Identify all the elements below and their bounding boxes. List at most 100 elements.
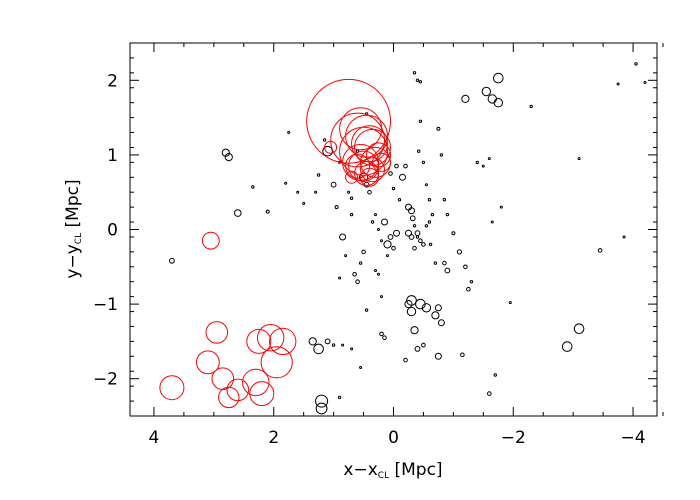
black-galaxy-point-44 — [417, 149, 421, 153]
black-galaxy-point-84 — [414, 346, 421, 352]
black-galaxy-point-126 — [388, 171, 393, 176]
black-galaxy-point-127 — [394, 163, 399, 169]
red-galaxy-point-18 — [201, 231, 220, 250]
black-galaxy-point-80 — [406, 306, 417, 317]
black-galaxy-point-32 — [383, 240, 392, 249]
x-axis-ticks: 4 2 0 −2 −4 — [149, 43, 664, 448]
black-galaxy-point-86 — [403, 357, 408, 363]
black-galaxy-point-105 — [412, 71, 417, 75]
x-tick-label-2: 0 — [388, 428, 399, 448]
black-galaxy-point-125 — [391, 186, 396, 191]
black-galaxy-point-13 — [334, 205, 339, 210]
black-galaxy-point-54 — [412, 245, 417, 251]
x-axis-title: x−xCL [Mpc] — [343, 460, 442, 481]
plot-frame — [129, 42, 658, 417]
red-galaxy-point-30 — [246, 328, 272, 354]
black-galaxy-point-56 — [418, 238, 423, 243]
black-galaxy-point-36 — [397, 198, 402, 202]
black-galaxy-point-23 — [364, 308, 369, 312]
x-tick-label-3: −2 — [501, 428, 526, 448]
black-galaxy-point-131 — [338, 276, 342, 280]
black-galaxy-point-29 — [377, 228, 380, 231]
black-galaxy-point-15 — [339, 233, 347, 241]
red-galaxy-point-14 — [360, 167, 379, 187]
black-galaxy-point-101 — [337, 395, 342, 400]
black-galaxy-point-78 — [434, 304, 442, 312]
red-galaxy-point-4 — [339, 107, 383, 151]
black-galaxy-point-4 — [251, 185, 255, 189]
black-galaxy-point-2 — [224, 153, 233, 162]
black-galaxy-point-28 — [374, 213, 377, 217]
black-galaxy-point-35 — [393, 229, 400, 237]
black-galaxy-point-115 — [597, 248, 603, 253]
black-galaxy-point-64 — [451, 231, 456, 236]
black-galaxy-point-12 — [330, 181, 337, 188]
black-galaxy-point-48 — [427, 198, 432, 202]
data-marks — [159, 62, 647, 415]
x-tick-label-1: 2 — [268, 428, 279, 448]
black-galaxy-point-90 — [442, 260, 447, 266]
black-galaxy-point-82 — [410, 326, 419, 335]
black-galaxy-point-27 — [370, 220, 375, 224]
black-galaxy-point-112 — [493, 72, 504, 84]
black-galaxy-point-100 — [315, 402, 328, 415]
black-galaxy-point-124 — [386, 254, 389, 258]
x-axis-title-sub: CL — [378, 471, 389, 481]
y-axis-title-unit: [Mpc] — [63, 179, 83, 232]
red-galaxy-point-26 — [249, 381, 275, 407]
black-galaxy-point-41 — [409, 215, 416, 222]
black-galaxy-point-71 — [487, 157, 491, 161]
black-galaxy-point-0 — [169, 257, 175, 264]
black-galaxy-point-63 — [445, 212, 450, 217]
black-galaxy-point-46 — [421, 160, 426, 165]
black-galaxy-point-88 — [382, 335, 387, 341]
black-galaxy-point-52 — [408, 234, 415, 240]
black-galaxy-point-38 — [403, 163, 408, 169]
x-axis-title-main: x−x — [343, 460, 377, 480]
black-galaxy-point-51 — [433, 261, 438, 265]
black-galaxy-point-129 — [322, 145, 333, 157]
black-galaxy-point-40 — [408, 207, 415, 215]
black-galaxy-point-5 — [265, 209, 270, 214]
black-galaxy-point-106 — [415, 78, 420, 83]
red-galaxy-point-13 — [366, 142, 391, 168]
red-galaxy-point-17 — [345, 170, 359, 184]
black-galaxy-point-59 — [427, 220, 432, 224]
black-galaxy-point-1 — [221, 148, 230, 157]
black-galaxy-point-130 — [349, 196, 354, 200]
black-galaxy-point-85 — [421, 342, 426, 348]
black-galaxy-point-33 — [387, 234, 394, 240]
red-galaxy-point-27 — [257, 324, 285, 352]
black-galaxy-point-47 — [424, 183, 428, 187]
red-galaxy-point-15 — [372, 152, 391, 172]
black-galaxy-point-45 — [418, 119, 423, 124]
black-galaxy-point-81 — [404, 300, 413, 309]
black-galaxy-point-37 — [399, 173, 406, 181]
x-axis-title-unit: [Mpc] — [389, 460, 442, 480]
y-axis-ticks: −2 −1 0 1 2 — [93, 42, 657, 417]
black-galaxy-point-42 — [412, 224, 417, 228]
red-galaxy-point-25 — [242, 368, 270, 397]
red-galaxy-point-16 — [324, 140, 338, 154]
black-galaxy-point-19 — [352, 272, 357, 277]
black-galaxy-point-117 — [622, 235, 626, 239]
black-galaxy-point-8 — [296, 190, 300, 194]
black-galaxy-point-133 — [377, 272, 380, 276]
black-galaxy-point-116 — [616, 82, 620, 86]
black-galaxy-point-104 — [493, 373, 497, 377]
y-tick-label-4: 2 — [107, 71, 118, 91]
black-galaxy-point-122 — [561, 341, 573, 352]
red-galaxy-point-19 — [159, 375, 185, 401]
black-galaxy-point-69 — [475, 160, 479, 165]
black-galaxy-point-17 — [347, 190, 351, 194]
black-galaxy-point-57 — [421, 242, 426, 247]
y-tick-label-3: 1 — [107, 146, 118, 166]
black-galaxy-point-67 — [466, 286, 471, 292]
black-galaxy-point-99 — [315, 394, 329, 408]
black-galaxy-point-43 — [415, 235, 420, 239]
red-galaxy-point-29 — [269, 327, 297, 356]
black-galaxy-point-22 — [361, 249, 366, 255]
black-galaxy-point-119 — [643, 81, 647, 84]
black-galaxy-point-92 — [331, 343, 336, 347]
